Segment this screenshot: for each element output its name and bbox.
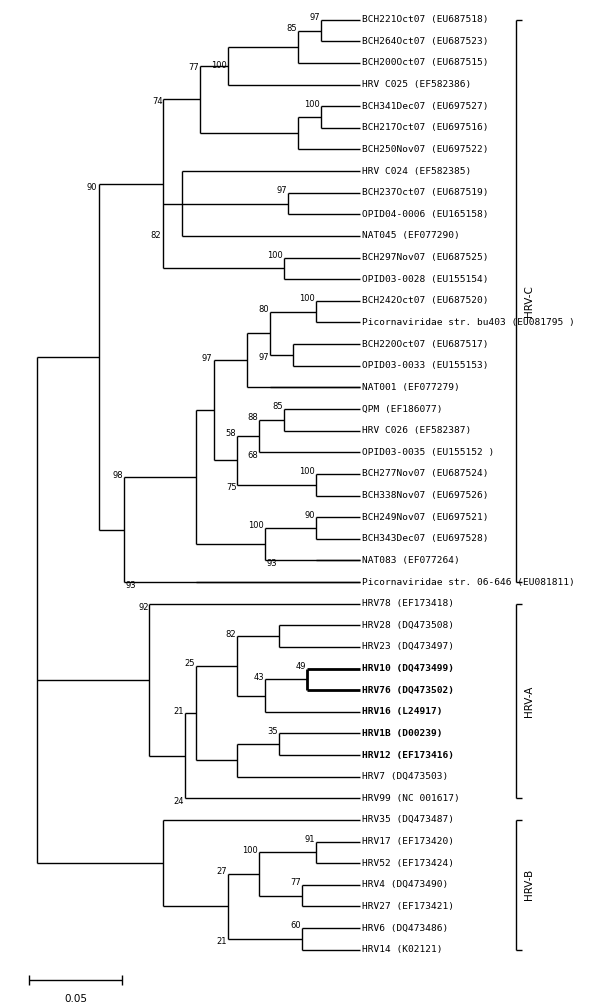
Text: HRV17 (EF173420): HRV17 (EF173420) — [362, 837, 454, 846]
Text: NAT083 (EF077264): NAT083 (EF077264) — [362, 556, 460, 565]
Text: HRV4 (DQ473490): HRV4 (DQ473490) — [362, 880, 449, 889]
Text: 88: 88 — [247, 413, 258, 422]
Text: HRV1B (D00239): HRV1B (D00239) — [362, 729, 443, 738]
Text: 97: 97 — [258, 354, 269, 363]
Text: BCH297Nov07 (EU687525): BCH297Nov07 (EU687525) — [362, 253, 489, 262]
Text: HRV16 (L24917): HRV16 (L24917) — [362, 708, 443, 717]
Text: 100: 100 — [248, 522, 264, 531]
Text: 93: 93 — [266, 559, 277, 568]
Text: OPID03-0028 (EU155154): OPID03-0028 (EU155154) — [362, 274, 489, 283]
Text: HRV-A: HRV-A — [524, 685, 535, 717]
Text: HRV52 (EF173424): HRV52 (EF173424) — [362, 858, 454, 867]
Text: 58: 58 — [226, 429, 236, 438]
Text: BCH264Oct07 (EU687523): BCH264Oct07 (EU687523) — [362, 37, 489, 46]
Text: 43: 43 — [254, 672, 264, 681]
Text: 74: 74 — [152, 97, 163, 106]
Text: 60: 60 — [290, 922, 301, 931]
Text: BCH237Oct07 (EU687519): BCH237Oct07 (EU687519) — [362, 188, 489, 197]
Text: 24: 24 — [173, 797, 184, 806]
Text: 49: 49 — [295, 662, 306, 671]
Text: 100: 100 — [267, 251, 283, 260]
Text: NAT045 (EF077290): NAT045 (EF077290) — [362, 231, 460, 240]
Text: 25: 25 — [184, 659, 195, 668]
Text: HRV-B: HRV-B — [524, 869, 535, 900]
Text: 91: 91 — [305, 835, 315, 844]
Text: 92: 92 — [138, 603, 149, 612]
Text: 77: 77 — [290, 878, 301, 887]
Text: 97: 97 — [277, 186, 287, 195]
Text: 68: 68 — [247, 451, 258, 460]
Text: HRV C024 (EF582385): HRV C024 (EF582385) — [362, 167, 472, 176]
Text: HRV C025 (EF582386): HRV C025 (EF582386) — [362, 80, 472, 89]
Text: HRV14 (K02121): HRV14 (K02121) — [362, 945, 443, 954]
Text: 97: 97 — [202, 354, 212, 363]
Text: BCH277Nov07 (EU687524): BCH277Nov07 (EU687524) — [362, 469, 489, 478]
Text: Picornaviridae str. bu403 (EU081795 ): Picornaviridae str. bu403 (EU081795 ) — [362, 318, 575, 327]
Text: BCH341Dec07 (EU697527): BCH341Dec07 (EU697527) — [362, 102, 489, 111]
Text: 100: 100 — [299, 467, 315, 476]
Text: BCH242Oct07 (EU687520): BCH242Oct07 (EU687520) — [362, 296, 489, 306]
Text: NAT001 (EF077279): NAT001 (EF077279) — [362, 383, 460, 392]
Text: 97: 97 — [309, 13, 320, 22]
Text: HRV23 (DQ473497): HRV23 (DQ473497) — [362, 642, 454, 651]
Text: HRV6 (DQ473486): HRV6 (DQ473486) — [362, 924, 449, 933]
Text: 82: 82 — [226, 629, 236, 638]
Text: 100: 100 — [211, 61, 227, 70]
Text: 80: 80 — [258, 306, 269, 315]
Text: OPID04-0006 (EU165158): OPID04-0006 (EU165158) — [362, 210, 489, 219]
Text: BCH200Oct07 (EU687515): BCH200Oct07 (EU687515) — [362, 58, 489, 67]
Text: HRV35 (DQ473487): HRV35 (DQ473487) — [362, 815, 454, 824]
Text: HRV12 (EF173416): HRV12 (EF173416) — [362, 751, 454, 760]
Text: BCH249Nov07 (EU697521): BCH249Nov07 (EU697521) — [362, 513, 489, 522]
Text: 21: 21 — [217, 938, 227, 947]
Text: HRV C026 (EF582387): HRV C026 (EF582387) — [362, 426, 472, 435]
Text: 82: 82 — [150, 231, 161, 240]
Text: HRV27 (EF173421): HRV27 (EF173421) — [362, 901, 454, 911]
Text: HRV28 (DQ473508): HRV28 (DQ473508) — [362, 621, 454, 630]
Text: 0.05: 0.05 — [64, 995, 87, 1005]
Text: 100: 100 — [304, 99, 320, 109]
Text: BCH343Dec07 (EU697528): BCH343Dec07 (EU697528) — [362, 535, 489, 544]
Text: BCH221Oct07 (EU687518): BCH221Oct07 (EU687518) — [362, 15, 489, 24]
Text: OPID03-0033 (EU155153): OPID03-0033 (EU155153) — [362, 361, 489, 370]
Text: BCH220Oct07 (EU687517): BCH220Oct07 (EU687517) — [362, 340, 489, 349]
Text: 77: 77 — [188, 63, 199, 72]
Text: HRV7 (DQ473503): HRV7 (DQ473503) — [362, 772, 449, 781]
Text: 90: 90 — [86, 183, 97, 192]
Text: BCH250Nov07 (EU697522): BCH250Nov07 (EU697522) — [362, 145, 489, 154]
Text: HRV99 (NC 001617): HRV99 (NC 001617) — [362, 794, 460, 803]
Text: HRV76 (DQ473502): HRV76 (DQ473502) — [362, 685, 454, 694]
Text: BCH217Oct07 (EU697516): BCH217Oct07 (EU697516) — [362, 124, 489, 133]
Text: 75: 75 — [226, 483, 236, 492]
Text: 21: 21 — [173, 707, 184, 716]
Text: 85: 85 — [286, 24, 296, 33]
Text: 27: 27 — [217, 867, 227, 876]
Text: HRV-C: HRV-C — [524, 285, 535, 317]
Text: Picornaviridae str. 06-646 (EU081811): Picornaviridae str. 06-646 (EU081811) — [362, 578, 575, 587]
Text: OPID03-0035 (EU155152 ): OPID03-0035 (EU155152 ) — [362, 448, 494, 456]
Text: 100: 100 — [242, 846, 258, 855]
Text: 85: 85 — [272, 402, 283, 411]
Text: 35: 35 — [268, 727, 278, 736]
Text: HRV78 (EF173418): HRV78 (EF173418) — [362, 599, 454, 608]
Text: 100: 100 — [299, 294, 315, 304]
Text: 90: 90 — [305, 511, 315, 520]
Text: 93: 93 — [125, 581, 136, 590]
Text: QPM (EF186077): QPM (EF186077) — [362, 404, 443, 413]
Text: 98: 98 — [112, 470, 122, 479]
Text: HRV10 (DQ473499): HRV10 (DQ473499) — [362, 664, 454, 673]
Text: BCH338Nov07 (EU697526): BCH338Nov07 (EU697526) — [362, 491, 489, 500]
